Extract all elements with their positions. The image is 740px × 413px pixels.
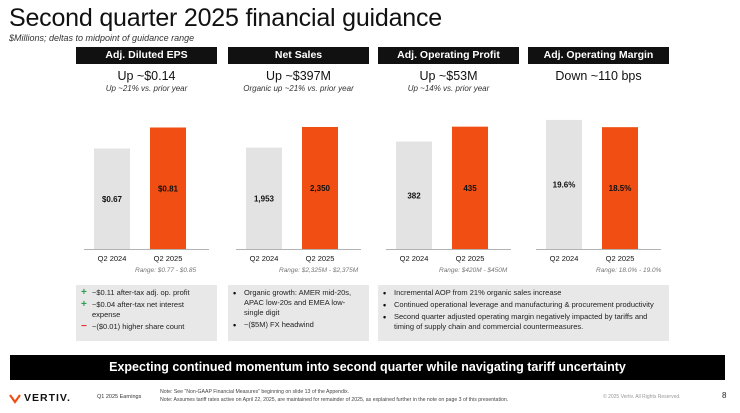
category-label: Q2 2024 — [250, 254, 279, 263]
note-item: + ~$0.04 after-tax net interest expense — [81, 300, 212, 320]
panel-header: Net Sales — [228, 47, 369, 64]
panel-headline: Up ~$397M — [266, 69, 331, 83]
category-label: Q2 2025 — [606, 254, 635, 263]
category-label: Q2 2025 — [456, 254, 485, 263]
data-label: 435 — [463, 184, 477, 193]
note-text: Organic growth: AMER mid-20s, APAC low-2… — [244, 288, 352, 317]
chart-net-sales: 1,953 Q2 2024 2,350 Q2 2025 — [236, 126, 361, 263]
footer-label: Q1 2025 Earnings — [97, 394, 142, 400]
bullet-icon: • — [383, 288, 387, 298]
panel-adj-operating-profit: Adj. Operating Profit Up ~$53M Up ~14% v… — [378, 47, 519, 277]
note-text: Continued operational leverage and manuf… — [394, 300, 654, 309]
panel-adj-diluted-eps: Adj. Diluted EPS Up ~$0.14 Up ~21% vs. p… — [76, 47, 217, 277]
note-item: • Continued operational leverage and manu… — [383, 300, 664, 310]
note-item: • ~($5M) FX headwind — [233, 320, 364, 330]
data-label: $0.81 — [158, 184, 179, 193]
page-number: 8 — [722, 391, 727, 400]
notes-sales: • Organic growth: AMER mid-20s, APAC low-… — [228, 285, 369, 341]
logo-text: VERTIV. — [24, 392, 71, 404]
panel-adj-operating-margin: Adj. Operating Margin Down ~110 bps 19.6… — [528, 47, 669, 277]
bar-q2-2024 — [546, 119, 582, 250]
data-label: 18.5% — [609, 184, 632, 193]
panel-headline: Up ~$53M — [419, 69, 478, 83]
note-text: ~$0.11 after-tax adj. op. profit — [92, 288, 190, 297]
vertiv-logo-icon — [9, 393, 21, 404]
data-label: 2,350 — [310, 184, 331, 193]
panel-header: Adj. Operating Profit — [378, 47, 519, 64]
note-item: • Second quarter adjusted operating margi… — [383, 312, 664, 332]
category-label: Q2 2024 — [550, 254, 579, 263]
note-item: − ~($0.01) higher share count — [81, 322, 212, 332]
panel-header: Adj. Diluted EPS — [76, 47, 217, 64]
chart-adj-operating-margin: 19.6% Q2 2024 18.5% Q2 2025 — [536, 119, 661, 263]
panel-headline: Up ~$0.14 — [117, 69, 176, 83]
data-label: 1,953 — [254, 194, 275, 203]
note-text: ~$0.04 after-tax net interest expense — [92, 300, 184, 319]
footer-note: Note: Assumes tariff rates active on Apr… — [160, 396, 509, 403]
bar-q2-2024 — [396, 141, 432, 249]
chart-adj-operating-profit: 382 Q2 2024 435 Q2 2025 — [386, 126, 511, 263]
panel-net-sales: Net Sales Up ~$397M Organic up ~21% vs. … — [228, 47, 369, 277]
chart-adj-diluted-eps: $0.67 Q2 2024 $0.81 Q2 2025 — [84, 127, 209, 263]
panel-header: Adj. Operating Margin — [528, 47, 669, 64]
note-text: Second quarter adjusted operating margin… — [394, 312, 648, 331]
bar-q2-2025 — [452, 126, 488, 249]
range-note: Range: $420M - $450M — [439, 267, 508, 274]
note-item: • Organic growth: AMER mid-20s, APAC low-… — [233, 288, 364, 318]
data-label: 382 — [407, 191, 421, 200]
minus-icon: − — [81, 321, 87, 332]
plus-icon: + — [81, 299, 87, 310]
page-title: Second quarter 2025 financial guidance — [9, 4, 443, 32]
category-label: Q2 2024 — [98, 254, 127, 263]
bar-q2-2025 — [150, 127, 186, 249]
bullet-icon: • — [233, 320, 237, 330]
note-text: ~($0.01) higher share count — [92, 322, 185, 331]
bar-q2-2025 — [302, 126, 338, 249]
notes-profit-margin: • Incremental AOP from 21% organic sales … — [378, 285, 669, 341]
note-text: Incremental AOP from 21% organic sales i… — [394, 288, 562, 297]
panel-subheadline: Organic up ~21% vs. prior year — [243, 84, 354, 93]
note-item: + ~$0.11 after-tax adj. op. profit — [81, 288, 212, 298]
note-text: ~($5M) FX headwind — [244, 320, 314, 329]
notes-eps: + ~$0.11 after-tax adj. op. profit + ~$0.0… — [76, 285, 217, 341]
panel-subheadline: Up ~21% vs. prior year — [105, 84, 188, 93]
page-subtitle: $Millions; deltas to midpoint of guidanc… — [9, 33, 195, 43]
range-note: Range: 18.0% - 19.0% — [596, 267, 662, 274]
bullet-icon: • — [383, 300, 387, 310]
category-label: Q2 2025 — [306, 254, 335, 263]
vertiv-logo: VERTIV. — [9, 392, 71, 404]
data-label: 19.6% — [553, 180, 576, 189]
bar-q2-2024 — [246, 147, 282, 249]
footer-note: Note: See “Non-GAAP Financial Measures” … — [160, 389, 350, 395]
bar-q2-2024 — [94, 148, 130, 249]
panel-headline: Down ~110 bps — [555, 69, 642, 83]
footer: VERTIV. Q1 2025 Earnings Note: See “Non-… — [0, 382, 740, 413]
plus-icon: + — [81, 287, 87, 298]
panel-subheadline: Up ~14% vs. prior year — [407, 84, 490, 93]
footer-notes: Note: See “Non-GAAP Financial Measures” … — [160, 389, 508, 404]
category-label: Q2 2024 — [400, 254, 429, 263]
bullet-icon: • — [233, 288, 237, 298]
bar-q2-2025 — [602, 127, 638, 249]
bullet-icon: • — [383, 312, 387, 322]
note-item: • Incremental AOP from 21% organic sales … — [383, 288, 664, 298]
data-label: $0.67 — [102, 195, 123, 204]
range-note: Range: $0.77 - $0.85 — [135, 267, 197, 274]
range-note: Range: $2,325M - $2,375M — [279, 267, 359, 274]
copyright: © 2025 Vertiv. All Rights Reserved. — [603, 394, 681, 400]
category-label: Q2 2025 — [154, 254, 183, 263]
takeaway-banner: Expecting continued momentum into second… — [10, 355, 725, 380]
